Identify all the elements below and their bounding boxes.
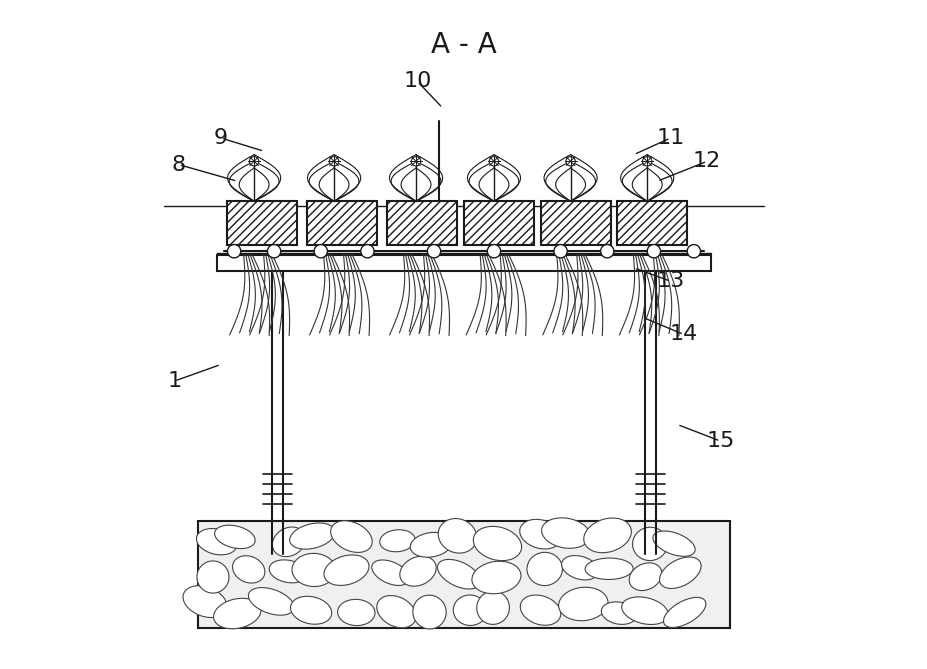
Text: 11: 11 bbox=[655, 128, 684, 148]
Ellipse shape bbox=[213, 598, 260, 629]
Ellipse shape bbox=[520, 595, 560, 626]
Ellipse shape bbox=[290, 596, 331, 624]
Ellipse shape bbox=[197, 561, 229, 593]
Bar bbox=[387, 201, 457, 245]
Ellipse shape bbox=[197, 529, 236, 555]
Ellipse shape bbox=[583, 518, 630, 553]
Ellipse shape bbox=[292, 553, 336, 587]
Text: 9: 9 bbox=[213, 128, 228, 148]
Ellipse shape bbox=[541, 518, 590, 549]
Circle shape bbox=[641, 157, 651, 166]
Ellipse shape bbox=[248, 587, 294, 615]
Ellipse shape bbox=[527, 553, 562, 585]
Circle shape bbox=[553, 245, 566, 258]
Text: 12: 12 bbox=[692, 151, 720, 171]
Circle shape bbox=[313, 245, 327, 258]
Bar bbox=[616, 201, 687, 245]
Ellipse shape bbox=[438, 518, 476, 553]
Circle shape bbox=[487, 245, 500, 258]
Text: 10: 10 bbox=[402, 72, 431, 92]
Ellipse shape bbox=[476, 591, 509, 624]
Ellipse shape bbox=[653, 531, 694, 557]
Text: 13: 13 bbox=[655, 271, 684, 291]
Ellipse shape bbox=[379, 530, 414, 552]
Ellipse shape bbox=[413, 595, 446, 629]
Circle shape bbox=[411, 157, 420, 166]
Ellipse shape bbox=[337, 599, 375, 626]
Ellipse shape bbox=[233, 556, 264, 583]
Ellipse shape bbox=[473, 527, 521, 561]
Ellipse shape bbox=[632, 527, 667, 561]
Bar bbox=[464, 201, 533, 245]
Bar bbox=[227, 201, 298, 245]
Circle shape bbox=[249, 157, 259, 166]
Ellipse shape bbox=[472, 561, 520, 594]
Polygon shape bbox=[486, 227, 502, 242]
Ellipse shape bbox=[558, 587, 607, 621]
Circle shape bbox=[489, 157, 498, 166]
Ellipse shape bbox=[324, 555, 369, 585]
Text: A - A: A - A bbox=[431, 31, 496, 59]
Text: 8: 8 bbox=[171, 155, 185, 175]
Circle shape bbox=[600, 245, 614, 258]
Text: 15: 15 bbox=[705, 431, 734, 451]
Ellipse shape bbox=[659, 557, 701, 589]
Ellipse shape bbox=[372, 560, 409, 585]
Ellipse shape bbox=[629, 563, 661, 591]
Bar bbox=[217, 254, 710, 271]
Ellipse shape bbox=[601, 602, 636, 624]
Circle shape bbox=[227, 245, 240, 258]
Circle shape bbox=[267, 245, 281, 258]
Bar bbox=[197, 521, 730, 628]
Ellipse shape bbox=[269, 560, 307, 583]
Ellipse shape bbox=[330, 520, 372, 553]
Circle shape bbox=[329, 157, 338, 166]
Bar bbox=[540, 201, 610, 245]
Ellipse shape bbox=[183, 586, 227, 617]
Ellipse shape bbox=[663, 597, 705, 628]
Ellipse shape bbox=[400, 556, 436, 586]
Ellipse shape bbox=[437, 559, 480, 589]
Polygon shape bbox=[425, 227, 441, 242]
Ellipse shape bbox=[452, 595, 487, 626]
Text: 1: 1 bbox=[167, 371, 181, 391]
Bar bbox=[307, 201, 377, 245]
Text: 14: 14 bbox=[669, 324, 697, 345]
Circle shape bbox=[565, 157, 575, 166]
Ellipse shape bbox=[519, 519, 561, 549]
Circle shape bbox=[361, 245, 374, 258]
Circle shape bbox=[646, 245, 660, 258]
Ellipse shape bbox=[289, 523, 335, 549]
Ellipse shape bbox=[410, 533, 451, 557]
Ellipse shape bbox=[621, 597, 667, 624]
Ellipse shape bbox=[272, 527, 305, 557]
Circle shape bbox=[427, 245, 440, 258]
Ellipse shape bbox=[561, 555, 598, 580]
Ellipse shape bbox=[584, 558, 632, 579]
Ellipse shape bbox=[214, 525, 255, 549]
Ellipse shape bbox=[376, 595, 415, 628]
Circle shape bbox=[687, 245, 700, 258]
